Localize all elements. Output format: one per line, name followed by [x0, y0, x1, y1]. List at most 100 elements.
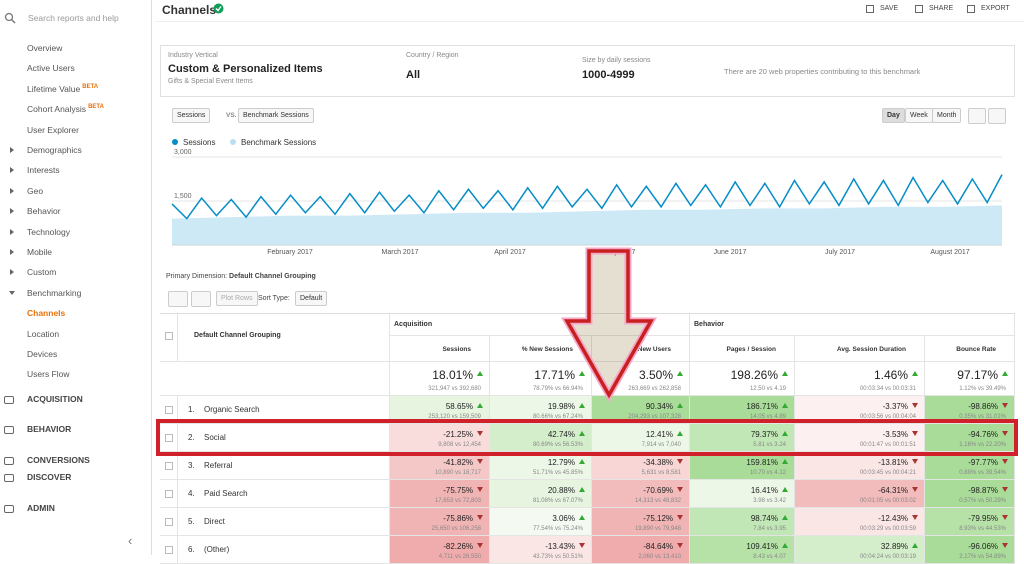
sort-select[interactable]: Default [295, 291, 328, 306]
row-name[interactable]: Referral [204, 461, 233, 470]
trend-arrow [1002, 403, 1008, 408]
nav-item[interactable]: Channels [27, 308, 65, 318]
nav-item[interactable]: Lifetime Value BETA [27, 84, 98, 94]
period-button[interactable]: Day [882, 108, 905, 123]
metric-value: -75.86% [443, 514, 473, 523]
nav-item[interactable]: User Explorer [27, 125, 79, 135]
metric-compare: 0.57% vs 50.29% [959, 498, 1006, 504]
nav-item[interactable]: Geo [27, 186, 43, 196]
compare-select[interactable]: Benchmark Sessions [238, 108, 314, 123]
row-checkbox[interactable] [165, 434, 173, 442]
nav-section[interactable]: BEHAVIOR [27, 424, 72, 434]
metric-cell: 19.98% 80.66% vs 67.24% [490, 396, 592, 424]
plot-rows[interactable]: Plot Rows [216, 291, 258, 306]
metric-compare: 10.70 vs 4.12 [749, 470, 786, 476]
vs-label: VS. [226, 112, 237, 119]
metric-compare: 14.05 vs 4.89 [749, 414, 786, 420]
x-tick-label: June 2017 [714, 249, 747, 256]
row-name[interactable]: Social [204, 433, 226, 442]
filter-value[interactable]: 1000-4999 [582, 69, 635, 81]
nav-item[interactable]: Demographics [27, 145, 82, 155]
nav-item[interactable]: Interests [27, 165, 60, 175]
row-checkbox[interactable] [165, 490, 173, 498]
metric-compare: 78.79% vs 66.94% [532, 386, 583, 392]
view-table[interactable] [168, 291, 188, 307]
row-checkbox[interactable] [165, 462, 173, 470]
nav-item[interactable]: Users Flow [27, 369, 70, 379]
row-checkbox[interactable] [165, 518, 173, 526]
nav-item[interactable]: Active Users [27, 63, 75, 73]
page-title: Channels [162, 3, 217, 17]
metric-value: -64.31% [878, 486, 908, 495]
nav-section[interactable]: DISCOVER [27, 472, 72, 482]
select-all[interactable] [165, 332, 173, 340]
legend-label: Benchmark Sessions [241, 138, 316, 147]
row-name[interactable]: Organic Search [204, 405, 260, 414]
metric-compare: 3.98 vs 3.42 [753, 498, 786, 504]
period-button[interactable]: Week [905, 108, 933, 123]
metric-value: -84.64% [643, 542, 673, 551]
nav-item[interactable]: Cohort Analysis BETA [27, 104, 104, 114]
metric-cell: 58.65% 253,120 vs 159,509 [390, 396, 490, 424]
column-header[interactable]: Bounce Rate [925, 336, 1015, 362]
nav-item[interactable]: Benchmarking [27, 288, 81, 298]
metric-value: 12.41% [645, 430, 673, 439]
trend-arrow [782, 487, 788, 492]
action-button[interactable]: SHARE [929, 5, 954, 12]
row-checkbox[interactable] [165, 546, 173, 554]
metric-value: 3.50% [638, 368, 673, 382]
trend-arrow [477, 371, 483, 376]
nav-section[interactable]: CONVERSIONS [27, 455, 90, 465]
action-button[interactable]: EXPORT [981, 5, 1010, 12]
column-header[interactable]: Sessions [390, 336, 490, 362]
row-name[interactable]: Paid Search [204, 489, 248, 498]
nav-item[interactable]: Location [27, 329, 59, 339]
chart-type[interactable] [968, 108, 986, 124]
nav-section[interactable]: ACQUISITION [27, 394, 83, 404]
x-tick-label: March 2017 [382, 249, 419, 256]
metric-value: 16.41% [750, 486, 778, 495]
metric-cell: 79.37% 5.81 vs 3.24 [690, 424, 795, 452]
metric-cell: 12.41% 7,914 vs 7,040 [592, 424, 690, 452]
metric-value: -98.86% [968, 402, 998, 411]
nav-item[interactable]: Devices [27, 349, 57, 359]
nav-item[interactable]: Behavior [27, 206, 61, 216]
trend-arrow [677, 487, 683, 492]
action-button[interactable]: SAVE [880, 5, 899, 12]
metric-select[interactable]: Sessions [172, 108, 211, 123]
metric-cell: 32.89% 00:04:24 vs 00:03:19 [795, 536, 925, 564]
filter-value[interactable]: All [406, 69, 421, 81]
nav-item[interactable]: Mobile [27, 247, 52, 257]
metric-cell: 198.26% 12.50 vs 4.19 [690, 362, 795, 396]
filter-value[interactable]: Custom & Personalized Items [168, 63, 323, 75]
column-header[interactable]: Pages / Session [690, 336, 795, 362]
search-input[interactable]: Search reports and help [28, 13, 119, 23]
period-button[interactable]: Month [932, 108, 962, 123]
nav-section[interactable]: ADMIN [27, 503, 55, 513]
nav-label: Behavior [27, 206, 61, 217]
chart-type[interactable] [988, 108, 1006, 124]
nav-item[interactable]: Technology [27, 227, 70, 237]
view-pivot[interactable] [191, 291, 211, 307]
column-header[interactable]: % New Sessions [490, 336, 592, 362]
collapse[interactable]: ‹ [128, 533, 133, 548]
metric-value: -34.38% [643, 458, 673, 467]
metric-cell: 16.41% 3.98 vs 3.42 [690, 480, 795, 508]
row-name[interactable]: Direct [204, 517, 225, 526]
row-name[interactable]: (Other) [204, 545, 230, 554]
metric-value: 12.79% [547, 458, 575, 467]
column-header[interactable]: Avg. Session Duration [795, 336, 925, 362]
nav-item[interactable]: Overview [27, 43, 62, 53]
legend-label: Sessions [183, 138, 215, 147]
y-tick-label: 1,500 [174, 193, 192, 200]
row-checkbox[interactable] [165, 406, 173, 414]
trend-arrow [477, 515, 483, 520]
metric-cell: 18.01% 321,947 vs 392,680 [390, 362, 490, 396]
metric-cell: -41.82% 10,890 vs 18,717 [390, 452, 490, 480]
column-header[interactable]: New Users [592, 336, 690, 362]
trend-arrow [912, 543, 918, 548]
metric-cell: -70.69% 14,313 vs 48,832 [592, 480, 690, 508]
nav-item[interactable]: Custom [27, 267, 56, 277]
trend-arrow [912, 403, 918, 408]
